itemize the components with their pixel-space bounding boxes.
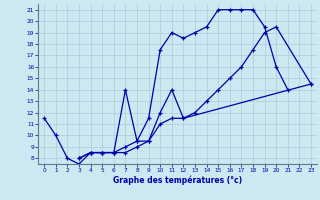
X-axis label: Graphe des températures (°c): Graphe des températures (°c) [113,176,242,185]
